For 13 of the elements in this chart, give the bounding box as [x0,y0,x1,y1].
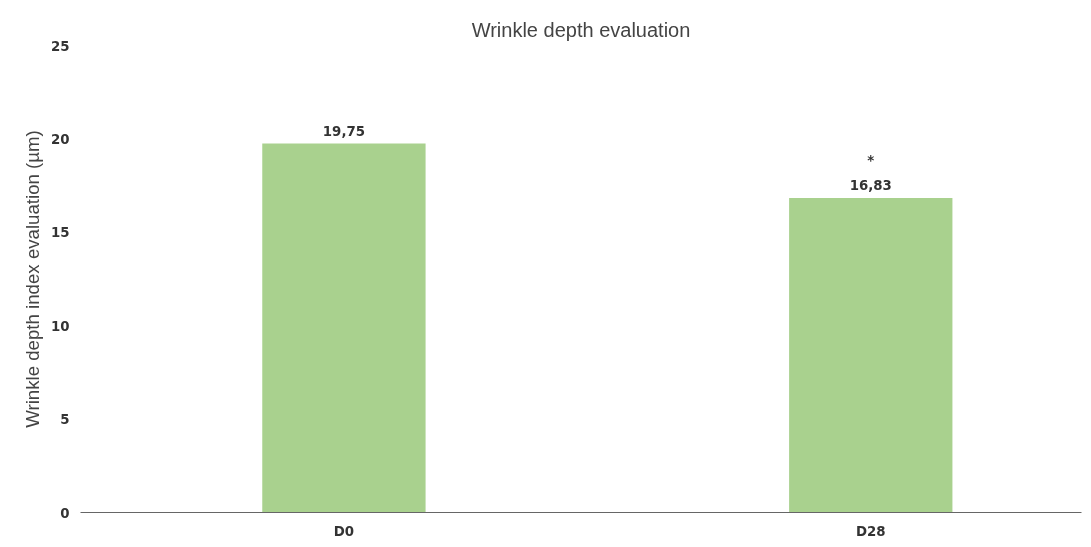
y-tick-label: 10 [50,318,70,334]
y-tick-label: 15 [50,225,70,241]
y-tick-label: 0 [60,505,70,521]
y-axis-title: Wrinkle depth index evaluation (µm) [21,130,43,428]
x-tick-label: D28 [855,523,886,539]
chart-title: Wrinkle depth evaluation [471,18,691,41]
y-tick-label: 5 [60,412,70,428]
y-tick-label: 25 [50,38,70,54]
y-tick-label: 20 [50,131,70,147]
x-tick-label: D0 [333,523,355,539]
data-label: 19,75 [322,123,366,139]
annotation: * [867,153,875,169]
data-label: 16,83 [849,178,892,194]
